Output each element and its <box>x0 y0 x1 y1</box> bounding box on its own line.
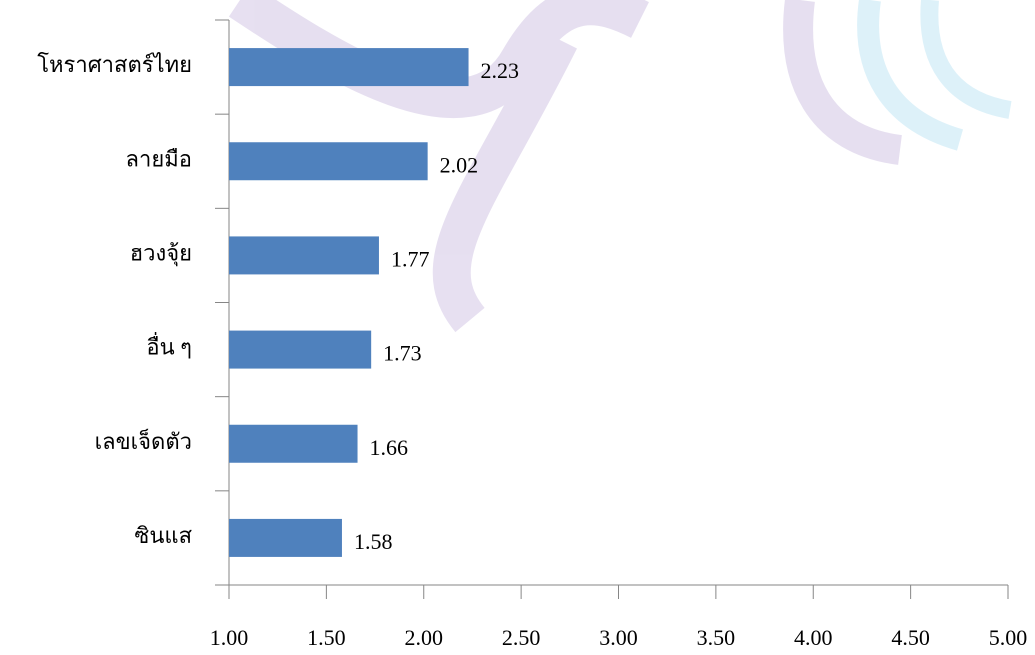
x-tick-label: 2.50 <box>502 625 541 650</box>
watermark-curve <box>783 0 903 165</box>
y-tick-label: โหราศาสตร์ไทย <box>37 52 192 77</box>
y-tick-label: เลขเจ็ดตัว <box>95 427 192 454</box>
value-label: 1.77 <box>391 246 430 271</box>
bar <box>229 424 358 463</box>
x-tick-label: 5.00 <box>989 625 1028 650</box>
y-tick-label: ลายมือ <box>126 146 192 171</box>
x-tick-label: 3.00 <box>599 625 638 650</box>
value-label: 2.23 <box>481 58 519 83</box>
x-tick-label: 3.50 <box>697 625 736 650</box>
x-tick-label: 1.00 <box>210 625 249 650</box>
y-tick-label: ซินแส <box>134 523 192 548</box>
value-label: 1.66 <box>370 435 409 460</box>
value-label: 2.02 <box>440 152 479 177</box>
x-tick-label: 2.00 <box>405 625 444 650</box>
bar <box>229 236 379 275</box>
bar <box>229 48 469 87</box>
watermark-curve <box>857 0 964 151</box>
bar <box>229 518 342 557</box>
y-tick-label: อื่น ๆ <box>146 332 192 360</box>
y-tick-label: ฮวงจุ้ย <box>130 240 192 266</box>
bar <box>229 142 428 181</box>
value-label: 1.73 <box>383 341 422 366</box>
x-tick-label: 4.00 <box>794 625 833 650</box>
watermark-curve <box>920 0 1012 119</box>
x-tick-label: 4.50 <box>891 625 930 650</box>
watermark-curve <box>432 31 577 333</box>
bar <box>229 330 372 369</box>
x-tick-label: 1.50 <box>307 625 346 650</box>
value-label: 1.58 <box>354 529 393 554</box>
